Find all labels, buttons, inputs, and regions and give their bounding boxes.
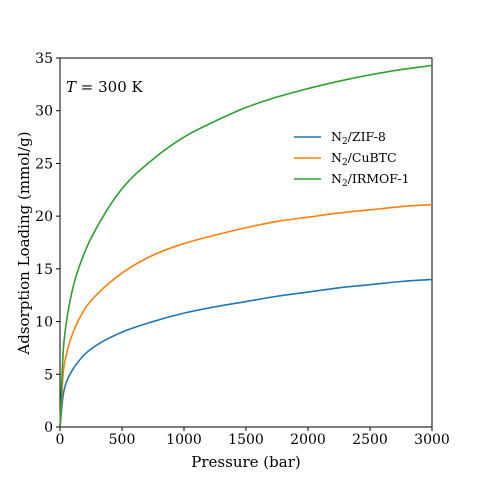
y-tick-label: 30 (35, 104, 53, 120)
legend-label: N2/ZIF-8 (331, 129, 386, 147)
x-tick-label: 1500 (228, 432, 264, 448)
plot-area (59, 57, 433, 428)
x-tick-label: 0 (56, 432, 65, 448)
series-line-irmof-1 (59, 64, 433, 428)
temperature-annotation-value: = 300 K (76, 78, 144, 96)
x-tick-label: 1000 (166, 432, 202, 448)
x-axis-title: Pressure (bar) (191, 453, 300, 471)
series-layer (59, 64, 433, 428)
y-tick-label: 20 (35, 209, 53, 225)
legend-label: N2/IRMOF-1 (331, 171, 410, 189)
y-tick-label: 0 (44, 420, 53, 436)
x-tick-label: 2000 (290, 432, 326, 448)
x-axis-ticks: 0 500 1000 1500 2000 2500 3000 (56, 427, 450, 448)
series-line-cubtc (59, 203, 433, 428)
y-tick-label: 10 (35, 315, 53, 331)
y-tick-label: 25 (35, 156, 53, 172)
y-tick-label: 5 (44, 367, 53, 383)
y-tick-label: 35 (35, 51, 53, 67)
x-tick-label: 2500 (352, 432, 388, 448)
legend: N2/ZIF-8 N2/CuBTC N2/IRMOF-1 (294, 129, 410, 189)
legend-label: N2/CuBTC (331, 150, 397, 168)
y-tick-label: 15 (35, 262, 53, 278)
temperature-annotation: T = 300 K (66, 78, 144, 96)
y-axis-ticks: 0 5 10 15 20 25 30 35 (35, 51, 60, 436)
y-axis-title: Adsorption Loading (mmol/g) (15, 131, 33, 355)
x-tick-label: 500 (109, 432, 136, 448)
temperature-annotation-var: T (66, 78, 77, 96)
series-line-zif-8 (59, 278, 433, 428)
x-tick-label: 3000 (414, 432, 450, 448)
plot-frame (59, 57, 433, 428)
